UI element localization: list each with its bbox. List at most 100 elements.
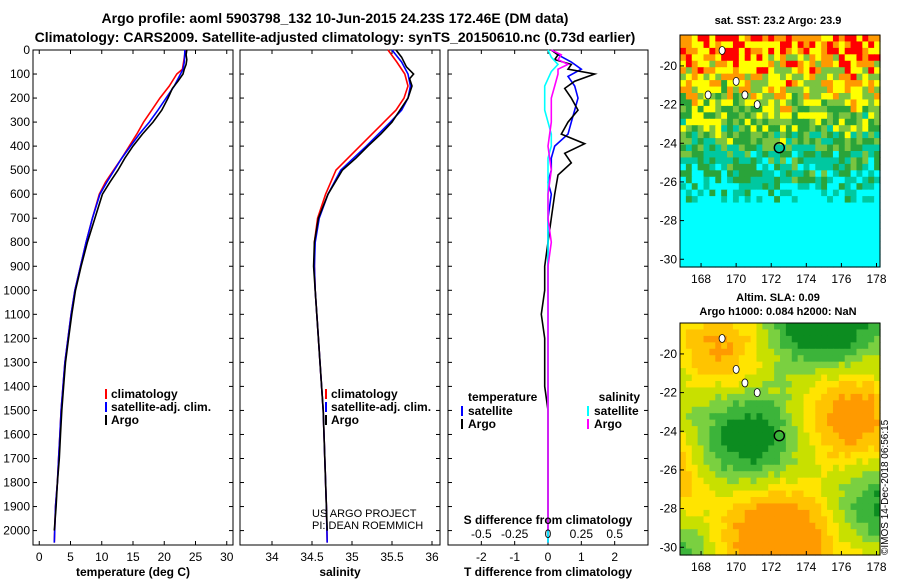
sla_map-cell <box>821 387 828 395</box>
sst_map-cell <box>727 73 734 81</box>
sst_map-cell <box>762 234 769 242</box>
sla_map-cell <box>815 542 822 550</box>
sst_map-cell <box>838 73 846 81</box>
sla_map-cell <box>844 516 852 524</box>
sla_map-cell <box>809 361 816 369</box>
sla_map-ytick-label: -20 <box>660 347 678 361</box>
sst_map-cell <box>827 138 834 146</box>
sla_map-cell <box>850 503 858 511</box>
sst_map-cell <box>791 47 799 55</box>
sla_map-cell <box>750 497 758 505</box>
sla_map-cell <box>732 355 740 363</box>
sla_map-cell <box>732 406 740 414</box>
sla_map-cell <box>821 497 828 505</box>
sst_map-cell <box>709 138 716 146</box>
sst_map-cell <box>762 247 769 255</box>
sla_map-cell <box>715 342 722 350</box>
sla_map-cell <box>821 451 828 459</box>
sla_map-cell <box>750 542 758 550</box>
sla_map-cell <box>780 529 787 537</box>
sla_map-cell <box>850 329 858 337</box>
sla_map-cell <box>827 400 834 408</box>
sst_map-cell <box>844 170 852 178</box>
sst_map-cell <box>868 47 875 55</box>
sla_map-cell <box>785 355 793 363</box>
sla_map-cell <box>874 361 881 369</box>
sst_map-cell <box>680 254 687 262</box>
sst_map-cell <box>827 35 834 43</box>
sla_map-cell <box>827 458 834 466</box>
sst_map-cell <box>844 209 852 217</box>
sla_map-cell <box>709 374 716 382</box>
sst_map-cell <box>685 176 693 184</box>
sst_map-cell <box>750 215 758 223</box>
sla_map-cell <box>774 509 781 517</box>
sla_map-cell <box>791 387 799 395</box>
sst_map-cell <box>715 86 722 94</box>
sla_map-cell <box>821 477 828 485</box>
temperature-series-black <box>53 49 188 531</box>
sst_map-cell <box>832 80 840 88</box>
sla_map-cell <box>732 348 740 356</box>
sst_map-cell <box>756 215 763 223</box>
sst_map-cell <box>709 215 716 223</box>
sst_map-cell <box>797 144 805 152</box>
sst_map-cell <box>750 105 758 113</box>
sst_map-cell <box>850 73 858 81</box>
sst_map-cell <box>715 176 722 184</box>
sla_map-cell <box>744 497 752 505</box>
sst_map-cell <box>797 234 805 242</box>
depth-tick-label: 1800 <box>3 476 30 490</box>
sla_map-cell <box>709 393 716 401</box>
sst_map-cell <box>750 112 758 120</box>
sst_map-cell <box>709 228 716 236</box>
sla_map-cell <box>797 426 805 434</box>
sla_map-cell <box>791 342 799 350</box>
sla_map-cell <box>821 426 828 434</box>
sla_map-cell <box>750 458 758 466</box>
sla_map-cell <box>732 458 740 466</box>
sla_map-cell <box>838 503 846 511</box>
sst_map-cell <box>815 93 822 101</box>
sla_map-cell <box>785 342 793 350</box>
sst_map-cell <box>703 202 711 210</box>
sst_map-cell <box>727 254 734 262</box>
sla_map-cell <box>844 355 852 363</box>
sst_map-cell <box>703 254 711 262</box>
sla_map-cell <box>815 387 822 395</box>
sla_map-cell <box>774 542 781 550</box>
sst_map-cell <box>756 209 763 217</box>
sst_map-cell <box>856 157 863 165</box>
sla_map-cell <box>703 393 711 401</box>
sst_map-cell <box>762 221 769 229</box>
sst_map-cell <box>821 151 828 159</box>
sla_map-ytick-label: -24 <box>660 424 678 438</box>
sla_map-cell <box>703 406 711 414</box>
sla_map-cell <box>691 323 699 331</box>
sla_map-cell <box>862 413 869 421</box>
sst_map-cell <box>774 183 781 191</box>
sst_map-cell <box>768 241 775 249</box>
sla_map-cell <box>832 400 840 408</box>
sst_map-cell <box>715 99 722 107</box>
sst_map-cell <box>815 163 822 171</box>
sst_map-cell <box>768 138 775 146</box>
sst_map-cell <box>738 260 746 268</box>
sla_map-cell <box>744 516 752 524</box>
sla_map-cell <box>827 406 834 414</box>
sla_map-cell <box>685 535 693 543</box>
sla_map-cell <box>850 548 858 556</box>
sla_map-cell <box>709 406 716 414</box>
sst_map-cell <box>821 202 828 210</box>
sst_map-island <box>718 46 726 55</box>
sst_map-cell <box>815 228 822 236</box>
sla_map-cell <box>803 393 811 401</box>
sst_map-cell <box>780 157 787 165</box>
sla_map-cell <box>821 471 828 479</box>
sla_map-cell <box>750 509 758 517</box>
sla_map-cell <box>797 439 805 447</box>
sla_map-cell <box>874 497 881 505</box>
sst_map-cell <box>715 234 722 242</box>
sla_map-cell <box>785 393 793 401</box>
sla_map-cell <box>774 535 781 543</box>
